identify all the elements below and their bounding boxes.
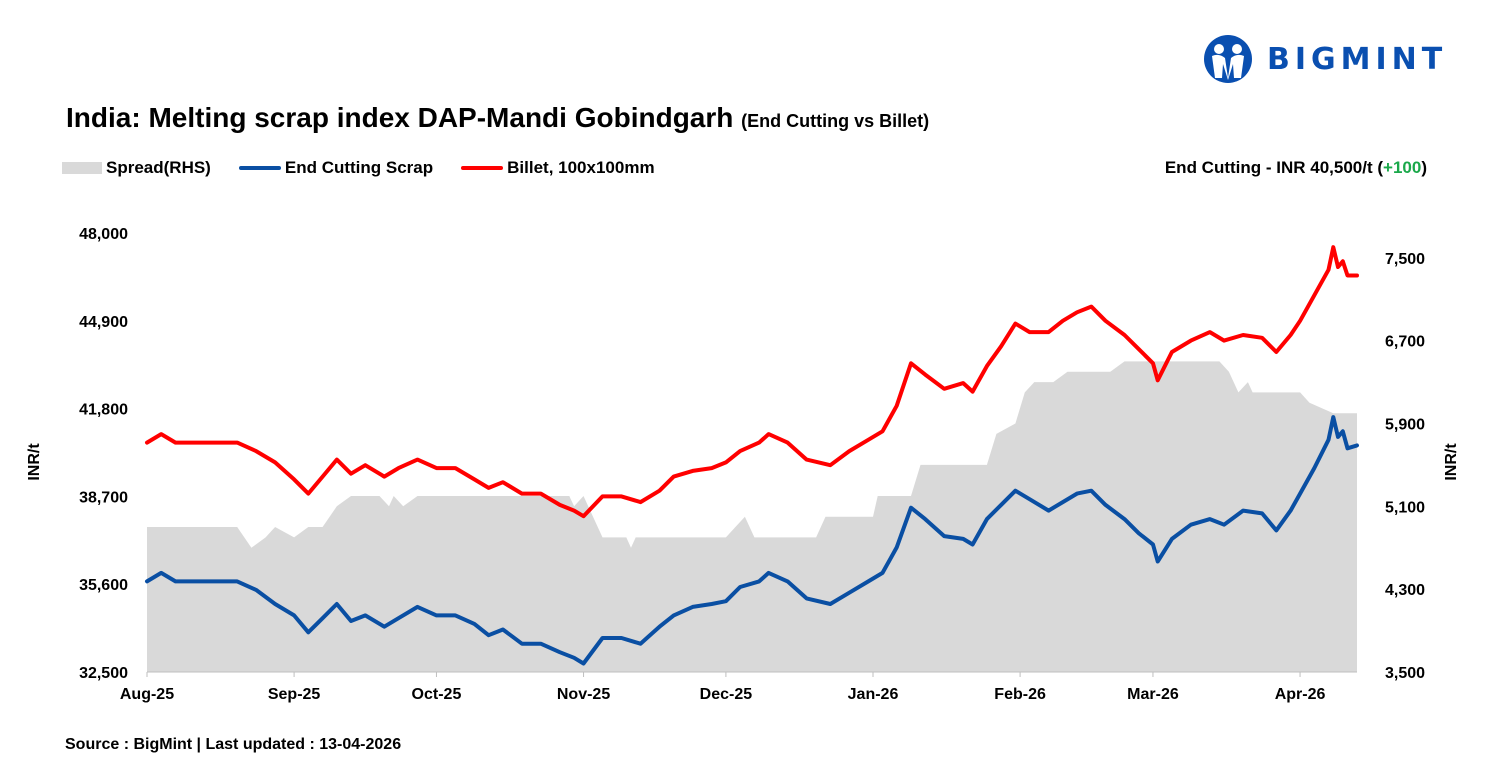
x-tick-label: Jan-26	[848, 686, 899, 703]
chart-subtitle: (End Cutting vs Billet)	[741, 111, 930, 131]
source-note: Source : BigMint | Last updated : 13-04-…	[65, 736, 402, 753]
latest-price-note: End Cutting - INR 40,500/t (+100)	[1165, 158, 1427, 178]
brand-name: BIGMINT	[1267, 41, 1448, 77]
y-left-axis-title: INR/t	[26, 443, 43, 481]
note-change: +100	[1383, 158, 1422, 177]
x-tick-label: Apr-26	[1275, 686, 1326, 703]
y-right-tick-label: 4,300	[1385, 582, 1425, 599]
series-line-billet	[145, 245, 1359, 519]
bigmint-people-icon	[1204, 35, 1252, 83]
legend-swatch-spread	[62, 162, 102, 174]
y-right-tick-label: 5,100	[1385, 499, 1425, 516]
y-left-tick-label: 48,000	[79, 226, 128, 243]
x-tick-label: Nov-25	[557, 686, 610, 703]
y-left-tick-label: 41,800	[79, 402, 128, 419]
y-left-tick-label: 38,700	[79, 489, 128, 506]
y-right-axis-title: INR/t	[1443, 443, 1460, 481]
x-tick-label: Sep-25	[268, 686, 321, 703]
legend: Spread(RHS) End Cutting Scrap Billet, 10…	[62, 158, 683, 178]
y-left-tick-label: 44,900	[79, 314, 128, 331]
y-left-tick-label: 35,600	[79, 577, 128, 594]
legend-label-billet: Billet, 100x100mm	[507, 158, 655, 177]
legend-item-billet: Billet, 100x100mm	[461, 158, 655, 178]
y-right-tick-label: 3,500	[1385, 665, 1425, 682]
legend-item-end-cutting: End Cutting Scrap	[238, 158, 434, 178]
note-prefix: End Cutting - INR 40,500/t (	[1164, 158, 1384, 177]
x-tick-label: Mar-26	[1127, 686, 1179, 703]
legend-item-spread: Spread(RHS)	[62, 158, 211, 178]
legend-label-spread: Spread(RHS)	[106, 158, 211, 177]
x-tick-label: Aug-25	[120, 686, 174, 703]
x-tick-label: Feb-26	[994, 686, 1046, 703]
note-suffix: )	[1421, 158, 1427, 177]
legend-label-end-cutting: End Cutting Scrap	[284, 158, 434, 177]
bigmint-logo: BIGMINT	[1203, 34, 1447, 84]
legend-swatch-end-cutting	[238, 166, 281, 170]
chart-title-main: India: Melting scrap index DAP-Mandi Gob…	[66, 102, 734, 133]
x-tick-label: Oct-25	[412, 686, 462, 703]
series-line-end-cutting	[145, 415, 1359, 666]
series-area-spread	[147, 361, 1357, 672]
y-right-tick-label: 5,900	[1385, 417, 1425, 434]
chart-title: India: Melting scrap index DAP-Mandi Gob…	[66, 102, 929, 134]
y-right-tick-label: 7,500	[1385, 251, 1425, 268]
x-tick-label: Dec-25	[700, 686, 753, 703]
y-right-tick-label: 6,700	[1385, 334, 1425, 351]
legend-swatch-billet	[461, 166, 504, 170]
y-left-tick-label: 32,500	[79, 665, 128, 682]
